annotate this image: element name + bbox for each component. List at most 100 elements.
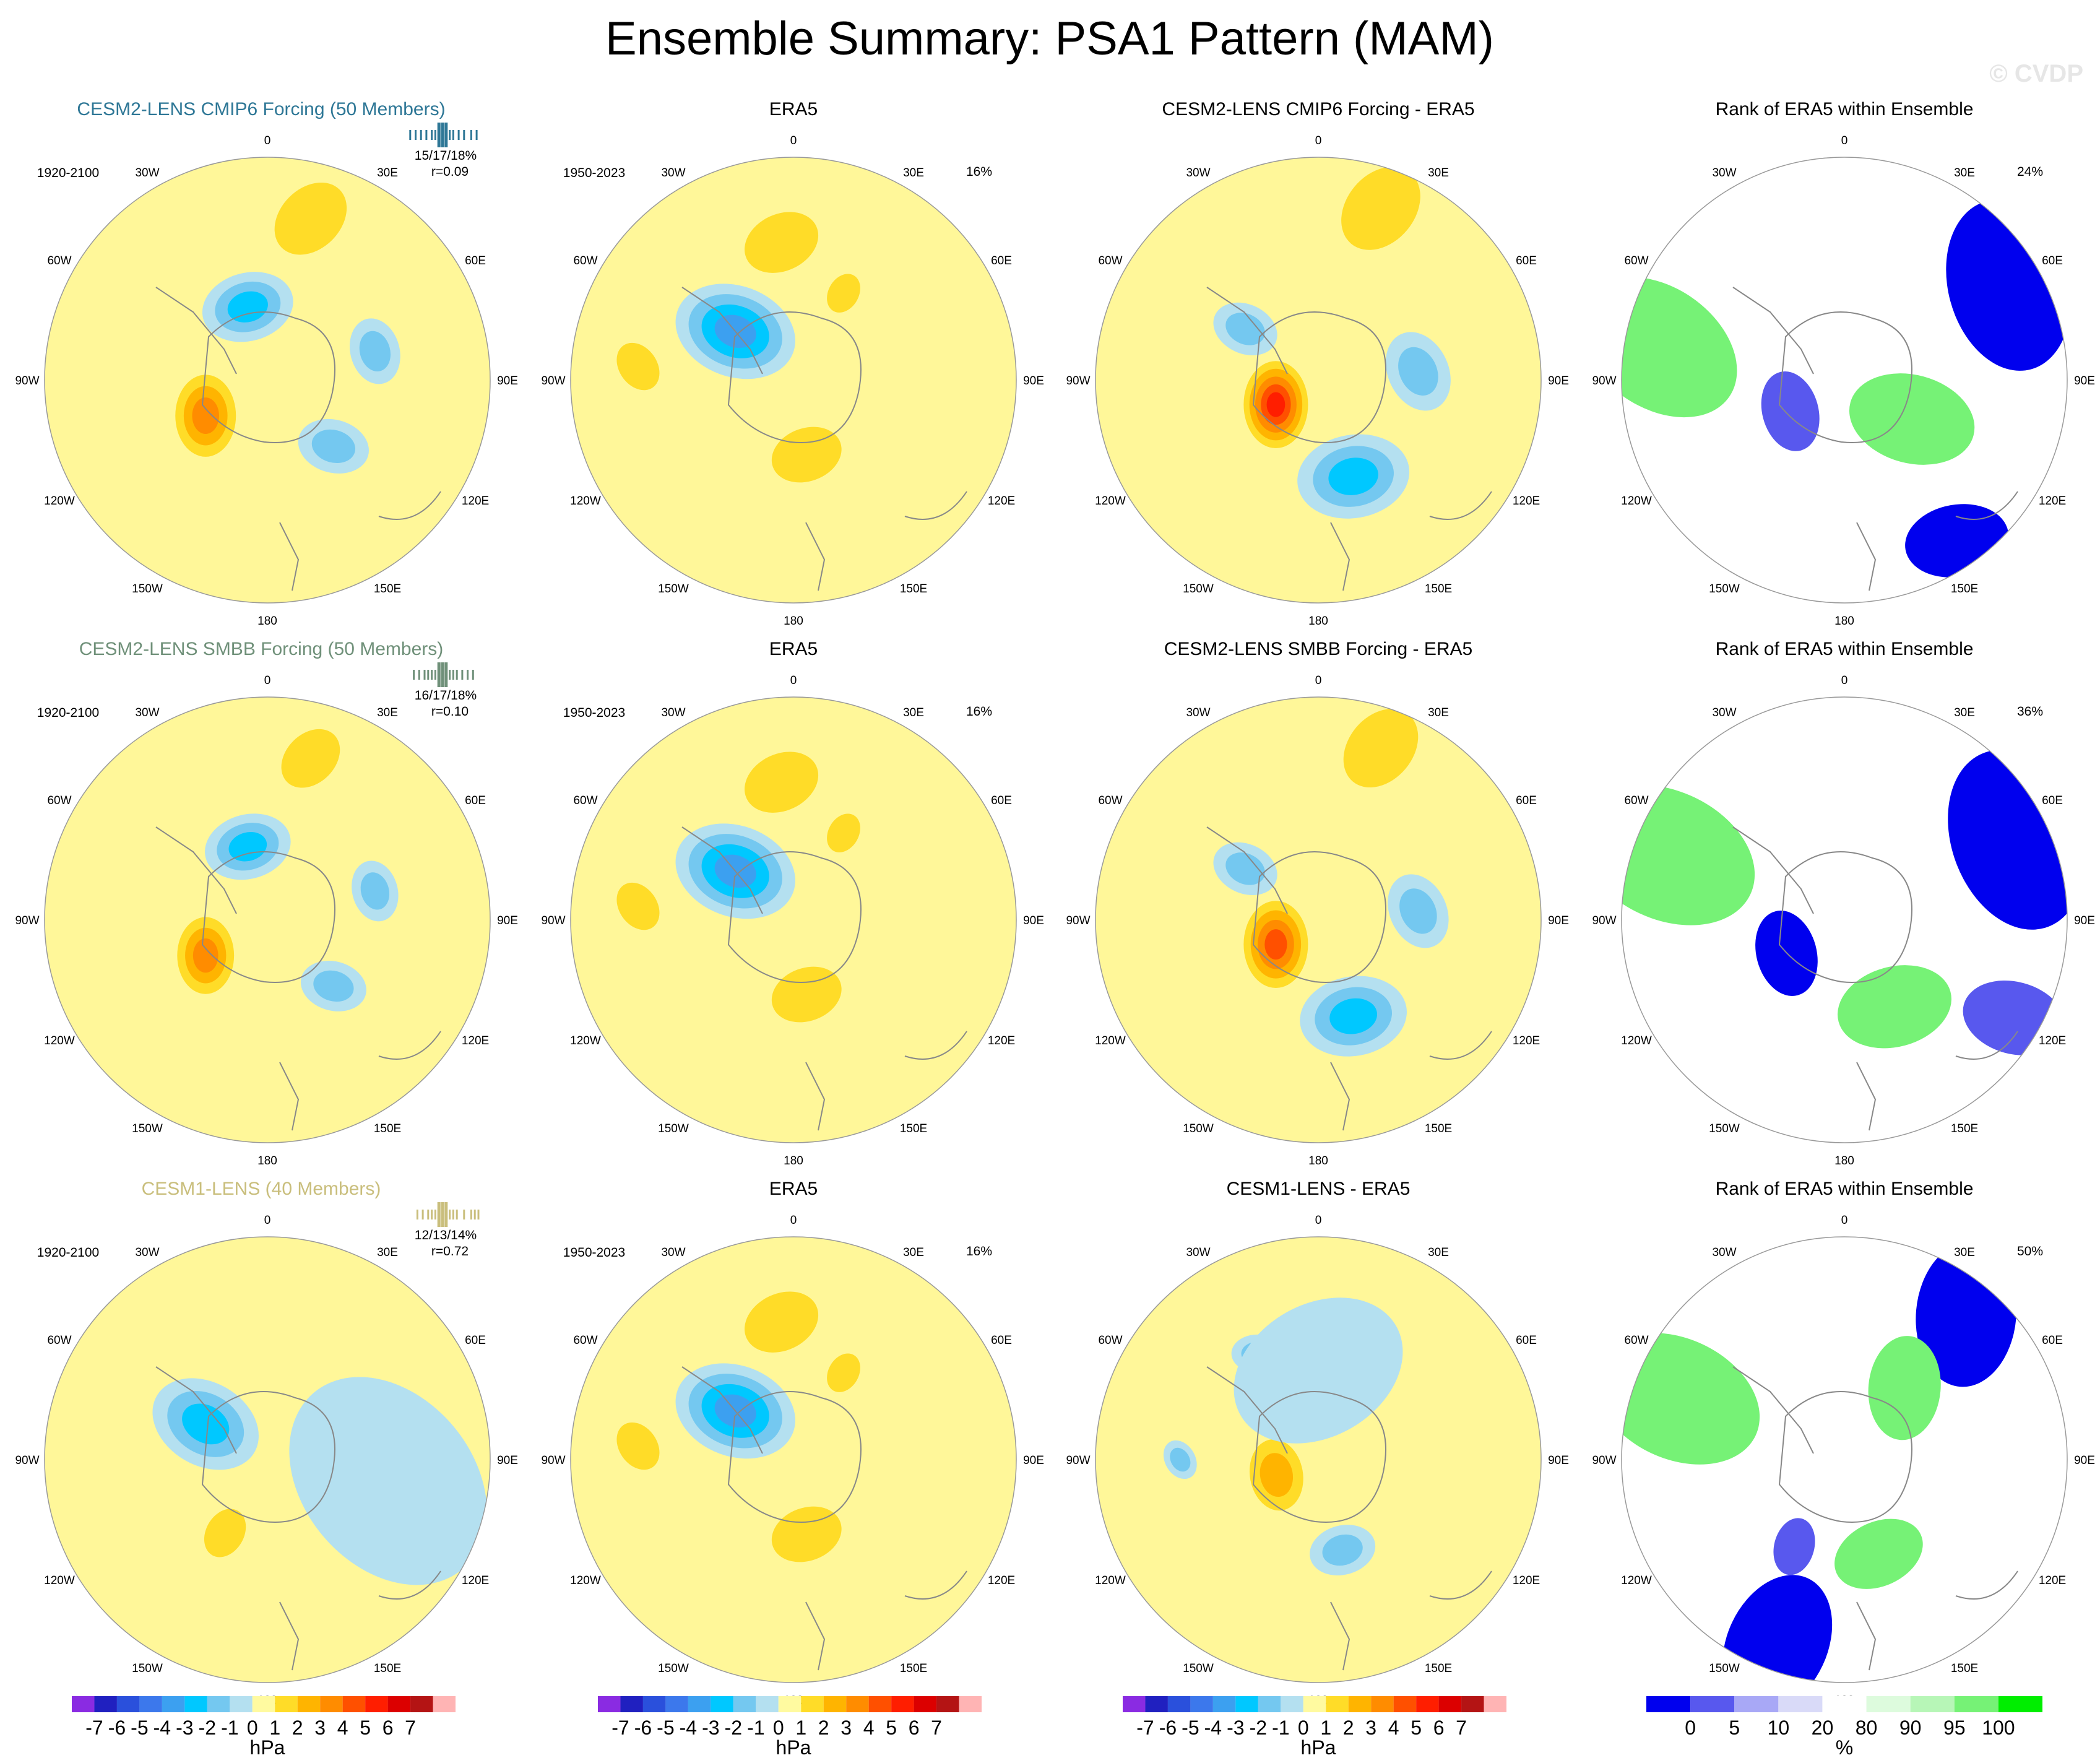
colorbar-swatch bbox=[387, 1696, 411, 1712]
map-boundary bbox=[1095, 157, 1542, 604]
lon-label: 120W bbox=[1095, 1574, 1126, 1587]
lon-label: 60W bbox=[47, 1334, 71, 1347]
pattern-stats: 15/17/18% bbox=[415, 149, 477, 163]
variance-pct: 16% bbox=[966, 165, 992, 179]
colorbar-swatch bbox=[116, 1696, 140, 1712]
contour-level-4-1 bbox=[1234, 1297, 1403, 1444]
lon-label: 60W bbox=[1624, 794, 1648, 807]
rank-region-1 bbox=[1761, 371, 1820, 451]
panel-title: CESM1-LENS (40 Members) bbox=[142, 1179, 381, 1199]
colorbar-swatch bbox=[1690, 1696, 1735, 1712]
antarctica-coastline bbox=[727, 1391, 862, 1523]
pattern-stats: 12/13/14% bbox=[415, 1228, 477, 1242]
lon-label: 150W bbox=[658, 1122, 689, 1135]
lon-label: 30E bbox=[903, 167, 924, 180]
lon-label: 60E bbox=[465, 794, 486, 807]
colorbar-tick: 2 bbox=[292, 1717, 303, 1739]
colorbar-tick: -7 bbox=[1136, 1717, 1154, 1739]
lon-label: 150E bbox=[1951, 1122, 1978, 1135]
south-america-coastline bbox=[1732, 826, 1814, 914]
colorbar-swatch bbox=[184, 1696, 207, 1712]
colorbar-swatch bbox=[756, 1696, 779, 1712]
panel-title: Rank of ERA5 within Ensemble bbox=[1716, 639, 1974, 659]
colorbar-tick: -1 bbox=[1272, 1717, 1289, 1739]
colorbar-swatch bbox=[1348, 1696, 1372, 1712]
map-background bbox=[45, 697, 490, 1143]
colorbar-swatch bbox=[275, 1696, 298, 1712]
lon-label: 30W bbox=[661, 167, 685, 180]
panel-title: Rank of ERA5 within Ensemble bbox=[1716, 99, 1974, 119]
antarctica-coastline bbox=[201, 851, 335, 983]
antarctica-coastline bbox=[1252, 851, 1386, 983]
colorbar-swatch bbox=[1190, 1696, 1213, 1712]
lon-label: 60E bbox=[991, 794, 1012, 807]
colorbar-unit: hPa bbox=[250, 1736, 285, 1759]
panel-title: CESM1-LENS - ERA5 bbox=[1227, 1179, 1411, 1199]
lon-label: 90W bbox=[1592, 375, 1616, 388]
lon-label: 180 bbox=[1308, 1154, 1328, 1167]
colorbar-swatch bbox=[801, 1696, 824, 1712]
lon-label: 90W bbox=[1066, 375, 1090, 388]
pattern-stats: 16/17/18% bbox=[415, 688, 477, 703]
colorbar-swatch bbox=[620, 1696, 643, 1712]
contour-level-1-2 bbox=[1260, 1453, 1294, 1497]
australia-nz-coastline bbox=[805, 1570, 967, 1671]
lon-label: 150W bbox=[1183, 583, 1214, 596]
colorbar-tick: -2 bbox=[199, 1717, 216, 1739]
contour-level-2-4 bbox=[1264, 929, 1287, 960]
australia-nz-coastline bbox=[805, 491, 967, 591]
lon-label: 90W bbox=[541, 375, 565, 388]
contour-level-2-1 bbox=[745, 752, 819, 813]
colorbar-swatch bbox=[297, 1696, 321, 1712]
colorbar-swatch bbox=[959, 1696, 982, 1712]
contour-level-1-1 bbox=[771, 966, 842, 1023]
australia-nz-coastline bbox=[1856, 1570, 2018, 1671]
panel-title: ERA5 bbox=[769, 99, 818, 119]
colorbar-tick: -6 bbox=[1159, 1717, 1177, 1739]
lon-label: 60E bbox=[991, 254, 1012, 267]
panel-obs-row1: 0 30E 60E 90E 120E 150E 180 150W 120W 90W 60W 30W ER… bbox=[541, 99, 1044, 628]
lon-label: 90W bbox=[1592, 914, 1616, 927]
colorbar-tick: 5 bbox=[886, 1717, 897, 1739]
south-america-coastline bbox=[155, 1366, 237, 1454]
colorbar-swatch bbox=[823, 1696, 847, 1712]
colorbar-swatch bbox=[1998, 1696, 2042, 1712]
colorbar-tick: 3 bbox=[840, 1717, 852, 1739]
map-boundary bbox=[570, 157, 1017, 604]
colorbar-tick: 7 bbox=[931, 1717, 942, 1739]
lon-label: 30W bbox=[1712, 1246, 1736, 1259]
lon-label: 180 bbox=[257, 1154, 277, 1167]
map-boundary bbox=[1621, 696, 2068, 1143]
colorbar-tick: -2 bbox=[725, 1717, 742, 1739]
lon-label: 90W bbox=[15, 1454, 39, 1467]
colorbar-tick: 4 bbox=[863, 1717, 875, 1739]
colorbar-tick: 20 bbox=[1812, 1717, 1834, 1739]
lon-label: 150E bbox=[374, 1122, 401, 1135]
lon-label: 30E bbox=[1428, 1246, 1449, 1259]
rank-region-5 bbox=[1773, 1518, 1815, 1575]
lon-label: 120W bbox=[570, 1574, 601, 1587]
lon-label: 60E bbox=[1516, 794, 1537, 807]
lon-label: 30E bbox=[1954, 1246, 1975, 1259]
lon-label: 0 bbox=[790, 134, 797, 147]
colorbar-swatch bbox=[1484, 1696, 1506, 1712]
colorbar-tick: 7 bbox=[1456, 1717, 1467, 1739]
lon-label: 30W bbox=[661, 706, 685, 719]
contour-level-3-1 bbox=[1343, 709, 1419, 788]
colorbar-tick: -5 bbox=[1182, 1717, 1199, 1739]
rank-region-0 bbox=[1838, 965, 1951, 1049]
colorbar-swatch bbox=[1167, 1696, 1191, 1712]
lon-label: 150E bbox=[900, 583, 927, 596]
lon-label: 120E bbox=[1513, 1574, 1540, 1587]
contour-level-4-1 bbox=[827, 813, 860, 852]
south-america-coastline bbox=[155, 287, 237, 375]
colorbar-tick: 2 bbox=[818, 1717, 829, 1739]
map-boundary bbox=[44, 1236, 491, 1683]
panel-title: CESM2-LENS SMBB Forcing - ERA5 bbox=[1164, 639, 1472, 659]
lon-label: 120E bbox=[988, 495, 1015, 508]
lon-label: 120E bbox=[462, 495, 489, 508]
lon-label: 120W bbox=[1621, 495, 1652, 508]
pattern-correlation: r=0.09 bbox=[431, 165, 469, 179]
colorbar-swatch bbox=[1145, 1696, 1168, 1712]
contour-level-3-1 bbox=[616, 1422, 660, 1470]
